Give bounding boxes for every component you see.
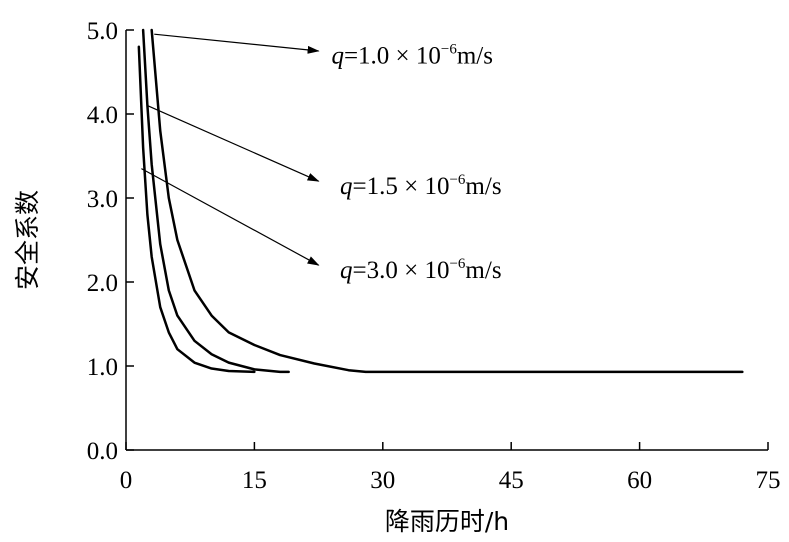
y-axis-title: 安全系数	[13, 190, 42, 290]
x-tick-label: 45	[499, 467, 524, 494]
annotation-arrow-1	[154, 33, 320, 54]
series-label-3: q=3.0 × 10−6m/s	[340, 256, 502, 284]
annotation-arrow-2	[147, 105, 320, 182]
annotations: q=1.0 × 10−6m/s q=1.5 × 10−6m/s q=3.0 × 10…	[141, 33, 502, 284]
x-tick-label: 75	[756, 467, 781, 494]
x-tick-label: 0	[120, 467, 133, 494]
series-label-2: q=1.5 × 10−6m/s	[340, 172, 502, 200]
x-tick-label: 60	[627, 467, 652, 494]
y-tick-label: 3.0	[87, 186, 118, 213]
y-tick-label: 1.0	[87, 354, 118, 381]
y-tick-label: 0.0	[87, 438, 118, 465]
x-tick-label: 30	[370, 467, 395, 494]
series-line-2	[141, 28, 290, 374]
series-lines	[137, 28, 744, 374]
y-tick-label: 2.0	[87, 270, 118, 297]
x-axis-title: 降雨历时/h	[385, 507, 509, 536]
axes: 0.0 1.0 2.0 3.0 4.0 5.0 0 15 30 45 60 75	[87, 18, 781, 494]
y-tick-label: 4.0	[87, 102, 118, 129]
series-line-1	[150, 28, 744, 374]
series-line-3	[137, 45, 256, 374]
annotation-arrow-3	[141, 168, 320, 266]
x-tick-label: 15	[242, 467, 267, 494]
series-label-1: q=1.0 × 10−6m/s	[331, 42, 493, 70]
y-tick-label: 5.0	[87, 18, 118, 45]
